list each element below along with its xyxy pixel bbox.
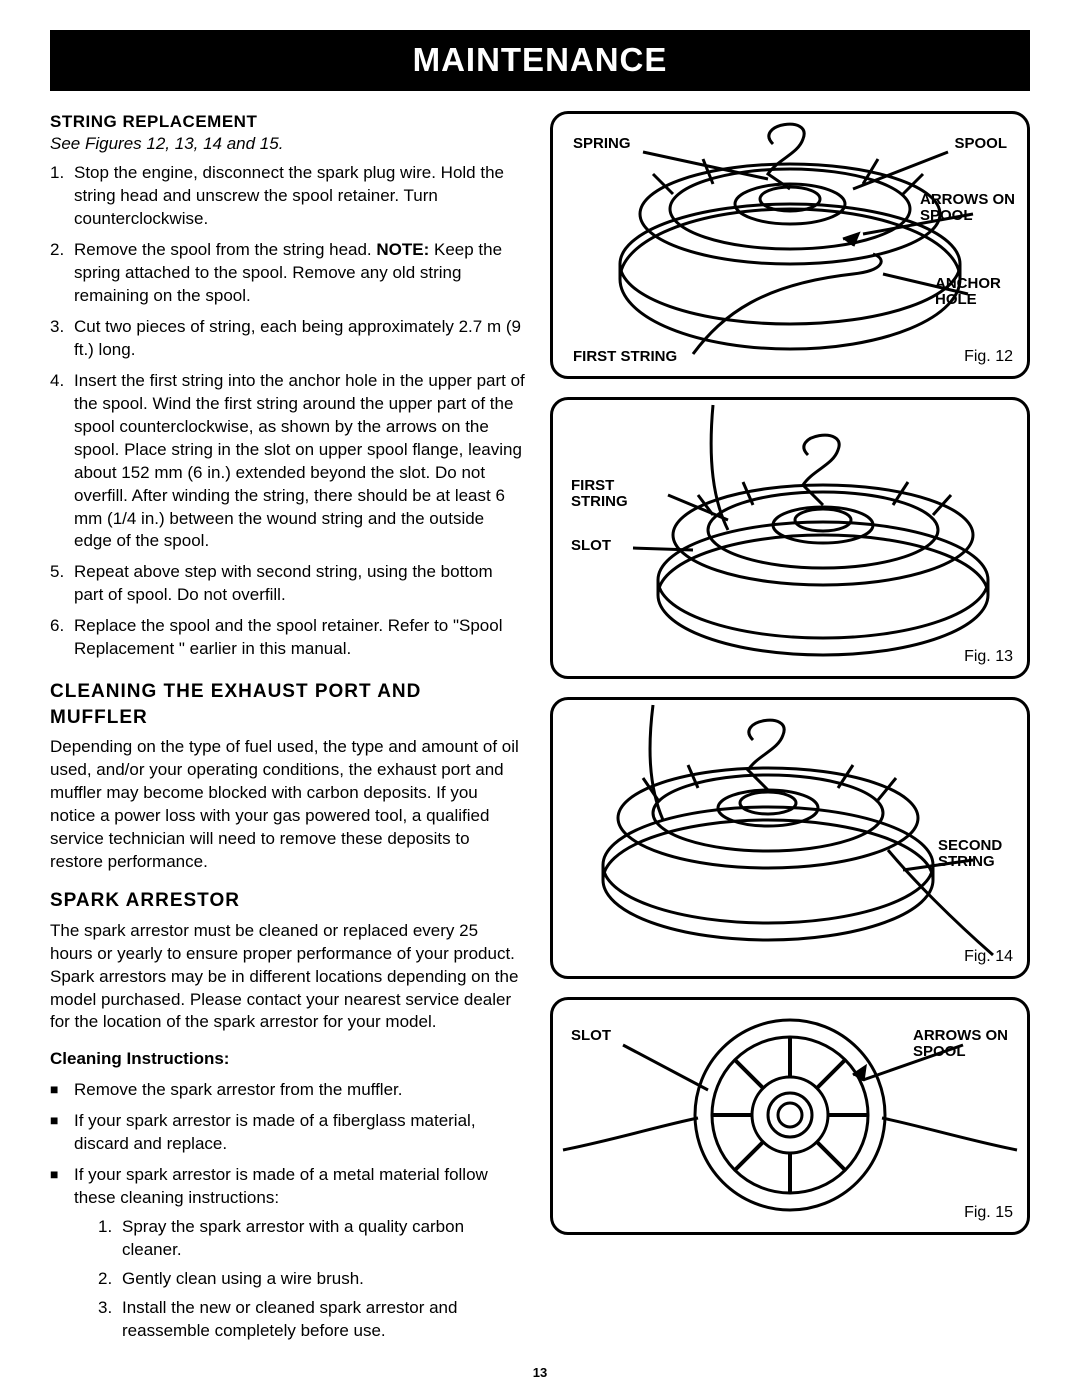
figure-caption: Fig. 12 bbox=[964, 346, 1013, 368]
step-num: 4. bbox=[50, 370, 74, 554]
label-arrows: ARROWS ON SPOOL bbox=[913, 1028, 1013, 1061]
cleaning-instructions-heading: Cleaning Instructions: bbox=[50, 1048, 525, 1071]
label-spool: SPOOL bbox=[954, 136, 1007, 153]
figure-15: SLOT ARROWS ON SPOOL Fig. 15 bbox=[550, 997, 1030, 1235]
figure-caption: Fig. 14 bbox=[964, 946, 1013, 968]
label-first-string: FIRST STRING bbox=[573, 349, 677, 366]
bullet-text: If your spark arrestor is made of a fibe… bbox=[74, 1110, 525, 1156]
step-text: Cut two pieces of string, each being app… bbox=[74, 316, 525, 362]
step-num: 5. bbox=[50, 561, 74, 607]
figure-caption: Fig. 15 bbox=[964, 1202, 1013, 1224]
label-first-string: FIRST STRING bbox=[571, 478, 671, 511]
label-slot: SLOT bbox=[571, 1028, 611, 1045]
substep-num: 2. bbox=[98, 1268, 122, 1291]
two-column-layout: STRING REPLACEMENT See Figures 12, 13, 1… bbox=[50, 111, 1030, 1357]
spark-arrestor-heading: SPARK ARRESTOR bbox=[50, 888, 525, 914]
step-num: 2. bbox=[50, 239, 74, 308]
step-text: Remove the spool from the string head. N… bbox=[74, 239, 525, 308]
text-column: STRING REPLACEMENT See Figures 12, 13, 1… bbox=[50, 111, 525, 1357]
bullet-text: If your spark arrestor is made of a meta… bbox=[74, 1164, 525, 1349]
bullet-text: Remove the spark arrestor from the muffl… bbox=[74, 1079, 525, 1102]
string-replacement-heading: STRING REPLACEMENT bbox=[50, 111, 525, 134]
string-replacement-steps: 1.Stop the engine, disconnect the spark … bbox=[50, 162, 525, 661]
spool-diagram-icon bbox=[553, 400, 1027, 676]
cleaning-exhaust-body: Depending on the type of fuel used, the … bbox=[50, 736, 525, 874]
sub-steps: 1.Spray the spark arrestor with a qualit… bbox=[74, 1216, 525, 1343]
step-num: 3. bbox=[50, 316, 74, 362]
figure-12: SPRING SPOOL ARROWS ON SPOOL ANCHOR HOLE… bbox=[550, 111, 1030, 379]
substep-text: Gently clean using a wire brush. bbox=[122, 1268, 364, 1291]
substep-text: Install the new or cleaned spark arresto… bbox=[122, 1297, 525, 1343]
label-arrows: ARROWS ON SPOOL bbox=[920, 192, 1015, 225]
cleaning-exhaust-heading: CLEANING THE EXHAUST PORT AND MUFFLER bbox=[50, 679, 525, 730]
figure-reference: See Figures 12, 13, 14 and 15. bbox=[50, 133, 525, 156]
substep-text: Spray the spark arrestor with a quality … bbox=[122, 1216, 525, 1262]
step-text: Stop the engine, disconnect the spark pl… bbox=[74, 162, 525, 231]
label-second-string: SECOND STRING bbox=[938, 838, 1013, 871]
step-text: Repeat above step with second string, us… bbox=[74, 561, 525, 607]
substep-num: 1. bbox=[98, 1216, 122, 1262]
label-spring: SPRING bbox=[573, 136, 631, 153]
figure-column: SPRING SPOOL ARROWS ON SPOOL ANCHOR HOLE… bbox=[550, 111, 1030, 1357]
spark-arrestor-body: The spark arrestor must be cleaned or re… bbox=[50, 920, 525, 1035]
page-number: 13 bbox=[533, 1364, 547, 1382]
page-banner: MAINTENANCE bbox=[50, 30, 1030, 91]
figure-13: FIRST STRING SLOT Fig. 13 bbox=[550, 397, 1030, 679]
label-anchor: ANCHOR HOLE bbox=[935, 276, 1015, 309]
figure-caption: Fig. 13 bbox=[964, 646, 1013, 668]
step-text: Insert the first string into the anchor … bbox=[74, 370, 525, 554]
step-num: 6. bbox=[50, 615, 74, 661]
step-num: 1. bbox=[50, 162, 74, 231]
cleaning-bullets: Remove the spark arrestor from the muffl… bbox=[50, 1079, 525, 1348]
spool-diagram-icon bbox=[553, 114, 1027, 376]
step-text: Replace the spool and the spool retainer… bbox=[74, 615, 525, 661]
substep-num: 3. bbox=[98, 1297, 122, 1343]
figure-14: SECOND STRING Fig. 14 bbox=[550, 697, 1030, 979]
label-slot: SLOT bbox=[571, 538, 611, 555]
bullet-lead: If your spark arrestor is made of a meta… bbox=[74, 1165, 488, 1207]
